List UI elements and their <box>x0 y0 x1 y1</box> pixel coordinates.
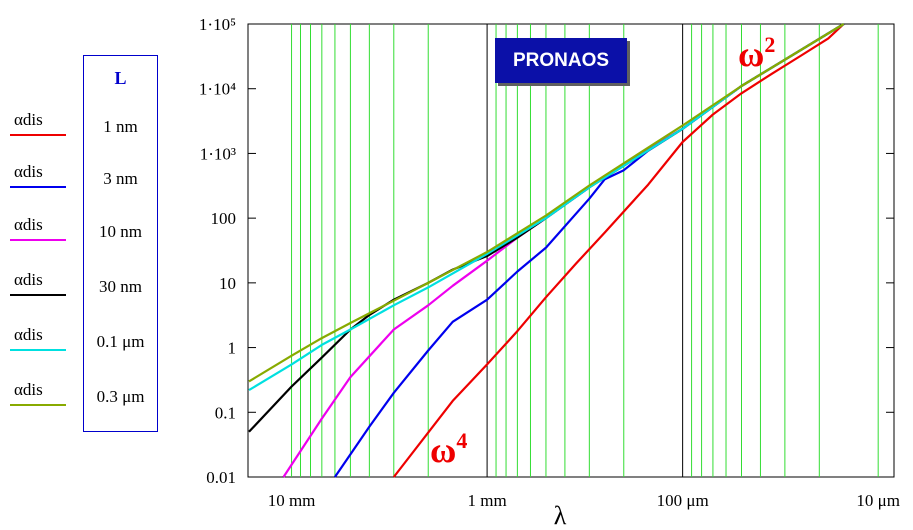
legend-swatch <box>10 134 66 136</box>
y-tick-label: 0.01 <box>206 468 236 487</box>
legend-l-title: L <box>114 68 127 88</box>
legend-entry: αdis <box>10 162 68 192</box>
series-line <box>248 23 845 383</box>
legend-entry: αdis <box>10 380 68 410</box>
omega-exponent: 4 <box>456 428 467 453</box>
series-line <box>392 23 845 478</box>
legend-entry-label: αdis <box>14 270 43 289</box>
legend-l-value: 3 nm <box>103 169 138 188</box>
omega-exponent: 2 <box>764 32 775 57</box>
x-axis-label: λ <box>554 501 567 530</box>
y-tick-label: 100 <box>211 209 237 228</box>
y-tick-label: 1 <box>228 339 237 358</box>
legend-swatch <box>10 349 66 351</box>
legend-l-value: 30 nm <box>99 277 142 296</box>
legend-entry-label: αdis <box>14 380 43 399</box>
legend-entry-label: αdis <box>14 325 43 344</box>
y-tick-label: 10 <box>219 274 236 293</box>
legend-entry: αdis <box>10 270 68 300</box>
x-tick-label: 100 μm <box>657 491 709 510</box>
series-layer <box>248 23 845 478</box>
legend-l-value: 0.1 μm <box>96 332 145 351</box>
pronaos-badge: PRONAOS <box>495 38 627 83</box>
legend-swatch <box>10 186 66 188</box>
legend-l-value: 10 nm <box>99 222 142 241</box>
omega-annotation: ω2 <box>738 32 775 74</box>
y-tick-label: 1·10⁵ <box>199 15 236 34</box>
legend-entry-label: αdis <box>14 110 43 129</box>
omega-annotation: ω4 <box>430 428 467 470</box>
legend-entry: αdis <box>10 215 68 245</box>
series-line <box>248 23 845 392</box>
legend-entry: αdis <box>10 325 68 355</box>
legend-l-box: L 1 nm 3 nm 10 nm 30 nm 0.1 μm 0.3 μm <box>83 55 158 432</box>
omega-symbol: ω <box>738 34 764 74</box>
x-tick-label: 10 mm <box>268 491 316 510</box>
legend-entry-label: αdis <box>14 215 43 234</box>
legend-swatch <box>10 404 66 406</box>
legend-entry: αdis <box>10 110 68 140</box>
legend-entry-label: αdis <box>14 162 43 181</box>
y-tick-label: 1·10⁴ <box>199 80 236 99</box>
plot-frame <box>247 23 895 478</box>
legend-l-value: 1 nm <box>103 117 138 136</box>
y-axis: 1·10⁵ 1·10⁴ 1·10³ 100 10 1 0.1 0.01 <box>199 15 894 487</box>
x-tick-label: 10 μm <box>856 491 900 510</box>
series-line <box>282 23 845 478</box>
x-tick-label: 1 mm <box>467 491 506 510</box>
legend-swatch <box>10 294 66 296</box>
legend-l-value: 0.3 μm <box>96 387 145 406</box>
grid-layer <box>291 24 879 477</box>
y-tick-label: 0.1 <box>215 403 236 422</box>
y-tick-label: 1·10³ <box>200 144 236 163</box>
omega-symbol: ω <box>430 430 456 470</box>
x-axis: 10 mm 1 mm 100 μm 10 μm <box>268 491 900 510</box>
legend-swatch <box>10 239 66 241</box>
